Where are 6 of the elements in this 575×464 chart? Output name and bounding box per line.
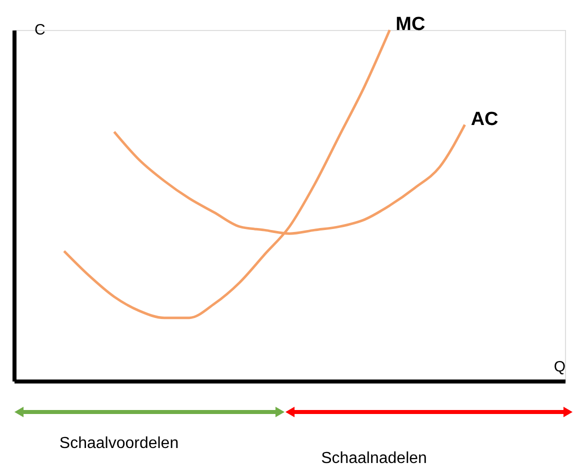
y-axis-title: C: [34, 22, 46, 38]
series-label: AC: [470, 108, 499, 130]
series-label: MC: [396, 14, 426, 35]
text: Schaalvoordelen: [59, 435, 179, 452]
x-axis-title: Q: [554, 358, 566, 376]
text: Schaalnadelen: [321, 450, 427, 464]
